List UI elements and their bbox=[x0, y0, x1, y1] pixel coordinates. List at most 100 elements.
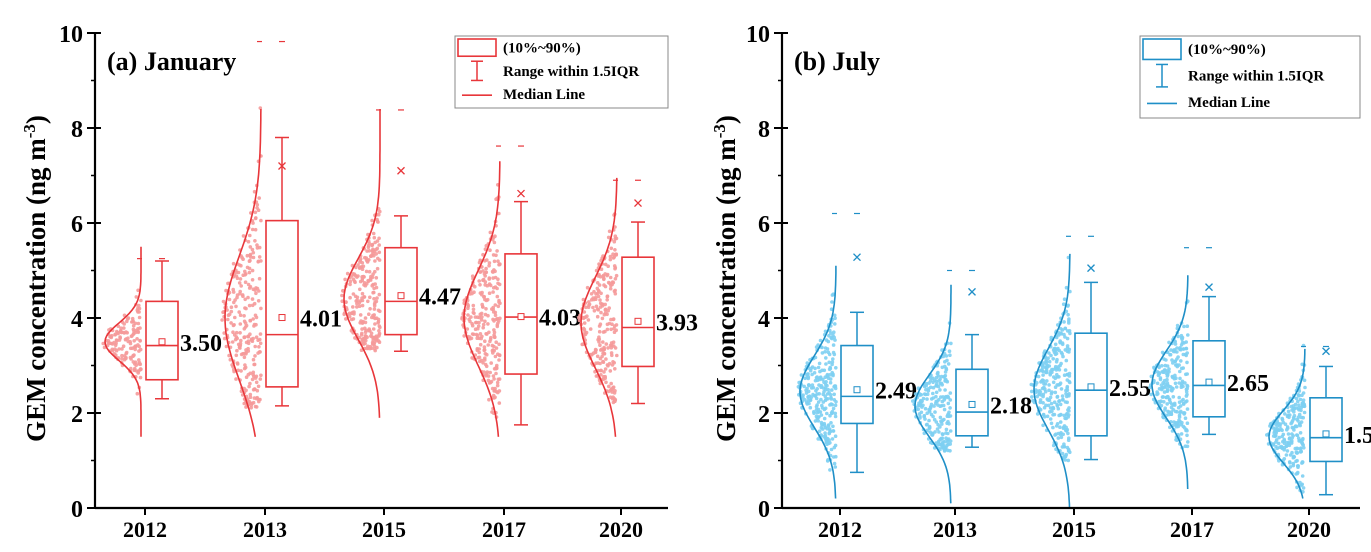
data-point bbox=[360, 321, 365, 325]
x-tick-label-2015: 2015 bbox=[1052, 517, 1096, 542]
data-point bbox=[809, 395, 814, 400]
data-point bbox=[829, 307, 834, 312]
mean-value-label-2013: 4.01 bbox=[300, 307, 342, 333]
data-point bbox=[948, 439, 953, 443]
data-point bbox=[365, 335, 369, 340]
data-point bbox=[244, 388, 248, 393]
legend-item-3: Median Line bbox=[1188, 95, 1270, 111]
data-point bbox=[1065, 400, 1069, 405]
data-point bbox=[469, 336, 474, 341]
data-point bbox=[487, 282, 492, 286]
data-point bbox=[497, 401, 502, 405]
data-point bbox=[491, 310, 496, 314]
data-point bbox=[248, 258, 252, 263]
data-point bbox=[1051, 367, 1055, 372]
data-point bbox=[377, 340, 382, 345]
data-point bbox=[137, 310, 141, 314]
data-point bbox=[139, 298, 143, 303]
data-point bbox=[497, 342, 501, 347]
data-point bbox=[1162, 400, 1166, 404]
data-point bbox=[816, 400, 821, 404]
data-point bbox=[477, 347, 482, 351]
data-point bbox=[601, 274, 605, 279]
data-point bbox=[1185, 360, 1189, 365]
data-point bbox=[1302, 410, 1307, 415]
data-point bbox=[125, 331, 129, 335]
data-point bbox=[483, 297, 487, 302]
data-point bbox=[483, 319, 487, 324]
data-point bbox=[598, 343, 602, 348]
data-point bbox=[251, 400, 256, 405]
data-point bbox=[931, 414, 935, 419]
data-point bbox=[238, 344, 242, 349]
data-point bbox=[605, 312, 609, 317]
data-point bbox=[487, 261, 492, 265]
data-point bbox=[1047, 383, 1051, 387]
data-point bbox=[1185, 392, 1189, 397]
data-point bbox=[611, 317, 616, 322]
data-point bbox=[1291, 426, 1295, 430]
data-point bbox=[369, 331, 374, 336]
data-point bbox=[1052, 375, 1056, 379]
data-point bbox=[348, 282, 352, 287]
data-point bbox=[116, 330, 120, 335]
data-point bbox=[615, 353, 619, 358]
data-point bbox=[1064, 416, 1068, 421]
data-point bbox=[1167, 397, 1172, 402]
data-point bbox=[1065, 378, 1070, 382]
data-point bbox=[1298, 397, 1303, 402]
data-point bbox=[1040, 369, 1044, 373]
data-point bbox=[482, 294, 487, 299]
data-point bbox=[806, 395, 810, 399]
data-point bbox=[1162, 385, 1167, 390]
data-point bbox=[114, 338, 119, 342]
data-point bbox=[344, 300, 348, 305]
data-point bbox=[608, 395, 613, 400]
y-tick-label: 2 bbox=[758, 402, 770, 428]
data-point bbox=[1265, 433, 1269, 437]
data-point bbox=[1295, 446, 1300, 451]
data-point bbox=[1165, 387, 1170, 392]
data-point bbox=[251, 357, 256, 362]
data-point bbox=[1062, 297, 1067, 302]
data-point bbox=[1050, 409, 1054, 414]
data-point bbox=[1301, 486, 1306, 490]
data-point bbox=[1062, 332, 1066, 337]
data-point bbox=[485, 332, 489, 336]
distribution-curve-2013 bbox=[914, 284, 952, 504]
data-point bbox=[606, 235, 611, 240]
data-point bbox=[377, 212, 381, 217]
data-point bbox=[101, 341, 105, 346]
data-point bbox=[479, 311, 484, 316]
data-point bbox=[614, 253, 618, 257]
data-point bbox=[817, 429, 822, 434]
data-point bbox=[250, 247, 255, 252]
data-point bbox=[599, 267, 604, 272]
data-point bbox=[352, 272, 357, 277]
data-point bbox=[1044, 370, 1048, 375]
data-point bbox=[126, 316, 131, 320]
data-point bbox=[932, 417, 937, 422]
data-point bbox=[378, 209, 382, 214]
data-point bbox=[928, 440, 933, 445]
data-point bbox=[814, 396, 819, 401]
data-point bbox=[824, 362, 828, 366]
data-point bbox=[1044, 361, 1049, 366]
data-point bbox=[603, 308, 608, 312]
data-point bbox=[481, 322, 486, 327]
data-point bbox=[936, 422, 940, 427]
data-point bbox=[603, 302, 607, 307]
data-point bbox=[242, 327, 247, 331]
data-point bbox=[229, 309, 234, 314]
data-point bbox=[1288, 460, 1292, 465]
data-point bbox=[831, 424, 835, 429]
legend-item-1: (10%~90%) bbox=[1188, 42, 1266, 58]
data-point bbox=[834, 454, 838, 459]
data-point bbox=[946, 442, 950, 447]
data-point bbox=[591, 305, 595, 310]
data-point bbox=[797, 380, 801, 385]
legend-item-3: Median Line bbox=[503, 87, 585, 103]
data-point bbox=[613, 367, 617, 371]
data-point bbox=[257, 289, 261, 293]
data-point bbox=[596, 361, 600, 365]
